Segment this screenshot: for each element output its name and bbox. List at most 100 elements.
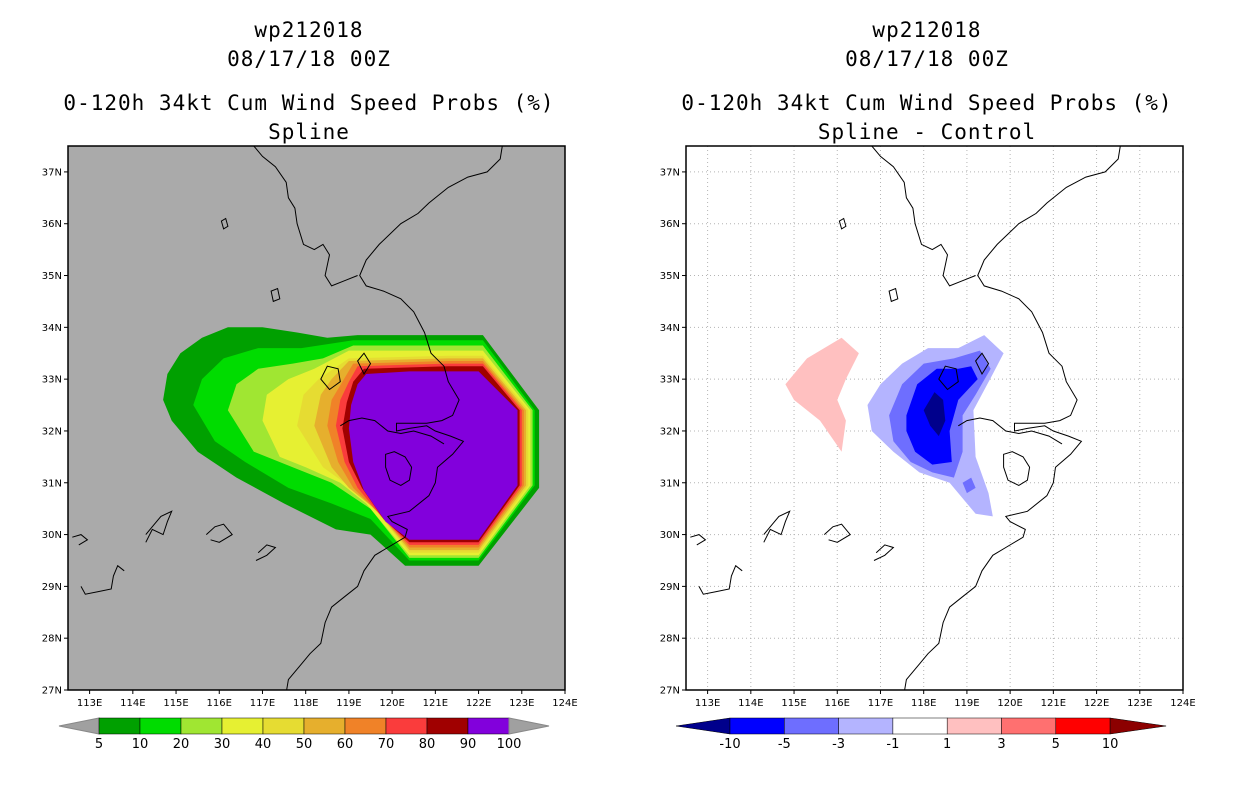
coastline <box>871 146 976 287</box>
plot-area <box>686 146 1183 690</box>
colorbar: -10 -5 -3 -1 1 3 5 10 <box>675 717 1167 752</box>
lake-outline <box>320 365 341 391</box>
colorbar-label: -1 <box>886 737 899 752</box>
lake-outline <box>145 510 173 543</box>
colorbar-swatch <box>784 717 839 735</box>
y-tick-label: 36N <box>660 219 680 230</box>
x-tick-label: 124E <box>552 698 577 709</box>
colorbar-label: 40 <box>255 737 272 752</box>
contour-fill <box>962 477 976 494</box>
x-tick-label: 120E <box>379 698 404 709</box>
colorbar-swatch <box>426 717 469 735</box>
colorbar-end-high <box>1109 717 1167 735</box>
y-tick-label: 35N <box>42 271 62 282</box>
island-outline <box>220 217 229 230</box>
y-tick-label: 31N <box>660 478 680 489</box>
colorbar-swatch <box>98 717 141 735</box>
lake-outline <box>690 534 707 546</box>
x-tick-label: 116E <box>207 698 232 709</box>
storm-id: wp212018 <box>872 18 982 42</box>
colorbar-label: 20 <box>173 737 190 752</box>
x-tick-label: 117E <box>868 698 893 709</box>
contour-fill <box>785 337 859 452</box>
colorbar-label: 30 <box>214 737 231 752</box>
colorbar-swatch <box>385 717 428 735</box>
lake-outline <box>975 352 990 376</box>
colorbar-label: 60 <box>337 737 354 752</box>
colorbar-swatch <box>221 717 264 735</box>
colorbar-swatch <box>180 717 223 735</box>
y-tick-label: 27N <box>660 686 680 697</box>
colorbar-label: 1 <box>943 737 951 752</box>
plot-area <box>72 146 540 690</box>
colorbar-swatch <box>262 717 305 735</box>
y-tick-label: 34N <box>42 323 62 334</box>
x-tick-label: 114E <box>120 698 145 709</box>
x-tick-label: 124E <box>1170 698 1195 709</box>
coastline <box>904 146 1121 690</box>
colorbar-swatch <box>1001 717 1057 735</box>
y-tick-label: 34N <box>660 323 680 334</box>
x-tick-label: 123E <box>1127 698 1152 709</box>
map-frame <box>685 145 1184 691</box>
x-tick-label: 120E <box>997 698 1022 709</box>
y-tick-label: 30N <box>660 530 680 541</box>
colorbar-label: 5 <box>1052 737 1060 752</box>
x-tick-label: 115E <box>163 698 188 709</box>
y-tick-label: 29N <box>42 582 62 593</box>
lake-outline <box>80 564 125 595</box>
colorbar-end-low <box>58 717 100 735</box>
x-tick-label: 118E <box>293 698 318 709</box>
colorbar-label: 10 <box>1102 737 1119 752</box>
colorbar-label: 3 <box>997 737 1005 752</box>
right-panel: wp212018 08/17/18 00Z 0-120h 34kt Cum Wi… <box>618 0 1236 800</box>
colorbar-swatch <box>838 717 894 735</box>
x-tick-label: 122E <box>466 698 491 709</box>
lake-outline <box>205 523 233 543</box>
river-outline <box>958 417 1063 445</box>
probability-map: 113E 114E 115E 116E 117E 118E 119E 120E 121E 122E… <box>42 145 578 752</box>
product-subtitle: Spline <box>268 120 350 144</box>
lake-outline <box>823 523 851 543</box>
colorbar-swatch <box>303 717 346 735</box>
y-tick-label: 37N <box>42 167 62 178</box>
colorbar-swatch <box>467 717 510 735</box>
y-tick-label: 33N <box>42 375 62 386</box>
y-tick-label: 28N <box>660 634 680 645</box>
map-frame <box>67 145 566 691</box>
colorbar-swatch <box>892 717 948 735</box>
y-tick-label: 29N <box>660 582 680 593</box>
difference-map: 113E 114E 115E 116E 117E 118E 119E 120E 121E 122E… <box>660 145 1196 752</box>
colorbar-label: 80 <box>419 737 436 752</box>
lake-outline <box>72 534 89 546</box>
x-tick-label: 118E <box>911 698 936 709</box>
left-panel: wp212018 08/17/18 00Z 0-120h 34kt Cum Wi… <box>42 18 578 752</box>
x-tick-label: 113E <box>695 698 720 709</box>
river-outline <box>340 417 445 445</box>
colorbar-swatch <box>1055 717 1111 735</box>
y-tick-label: 30N <box>42 530 62 541</box>
colorbar-label: -3 <box>832 737 845 752</box>
y-tick-label: 32N <box>660 426 680 437</box>
product-subtitle: Spline - Control <box>817 120 1037 144</box>
colorbar-label: -10 <box>719 737 740 752</box>
lake-outline <box>1003 451 1031 486</box>
island-outline <box>838 217 847 230</box>
lake-outline <box>763 510 791 543</box>
colorbar-label: -5 <box>778 737 791 752</box>
colorbar-swatch <box>946 717 1002 735</box>
y-tick-label: 32N <box>42 426 62 437</box>
colorbar-label: 5 <box>95 737 103 752</box>
x-tick-label: 113E <box>77 698 102 709</box>
coastline <box>253 146 358 287</box>
x-tick-label: 121E <box>1041 698 1066 709</box>
contour-fill <box>348 371 518 540</box>
lake-outline <box>385 451 413 486</box>
colorbar-label: 50 <box>296 737 313 752</box>
lake-outline <box>698 564 743 595</box>
y-tick-label: 36N <box>42 219 62 230</box>
product-title: 0-120h 34kt Cum Wind Speed Probs (%) <box>681 91 1173 115</box>
colorbar-label: 10 <box>132 737 149 752</box>
lake-outline <box>938 365 959 391</box>
lake-outline <box>255 544 277 561</box>
